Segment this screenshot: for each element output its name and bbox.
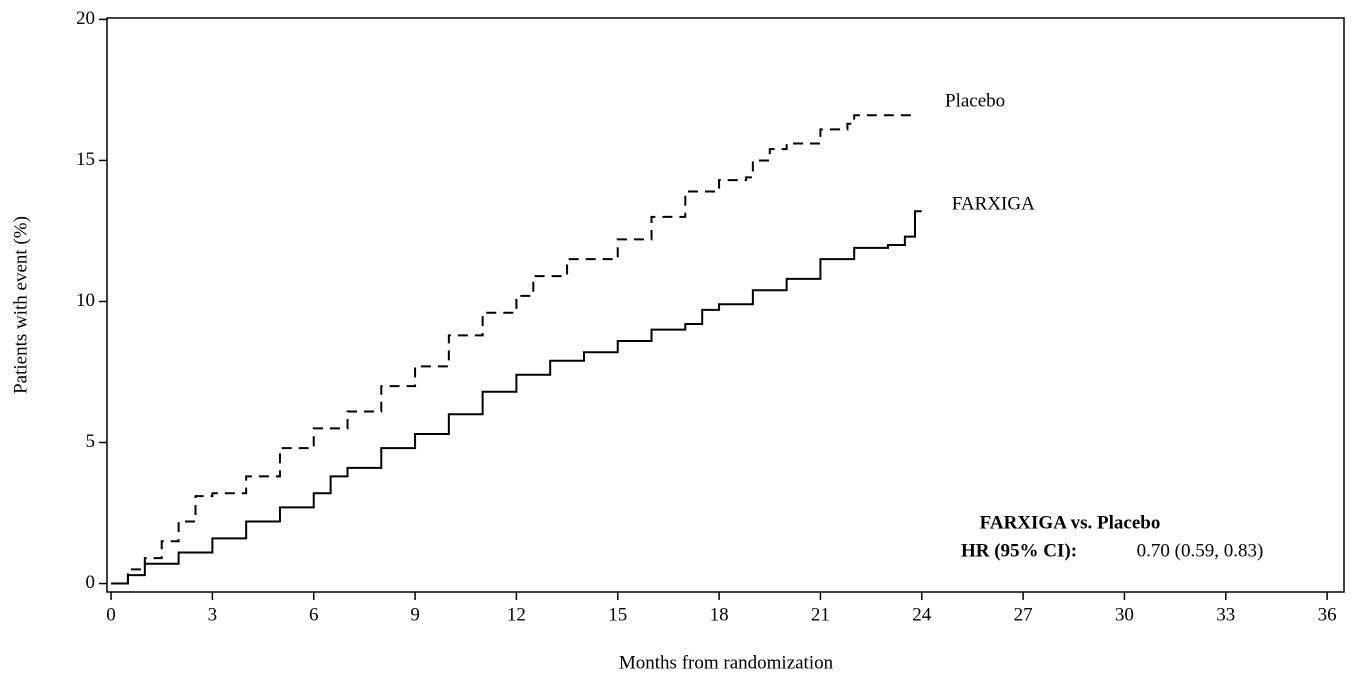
x-tick-label: 33: [1216, 604, 1235, 625]
y-axis-label: Patients with event (%): [10, 216, 31, 394]
x-tick-label: 18: [710, 604, 729, 625]
y-tick-label: 5: [86, 431, 96, 452]
x-tick-label: 21: [811, 604, 830, 625]
x-tick-label: 12: [507, 604, 526, 625]
x-tick-label: 0: [106, 604, 116, 625]
y-tick-label: 15: [76, 149, 95, 170]
x-tick-label: 6: [309, 604, 319, 625]
x-tick-label: 30: [1115, 604, 1134, 625]
series-line: [111, 114, 916, 585]
y-tick-label: 10: [76, 290, 95, 311]
y-tick-label: 0: [86, 572, 96, 593]
series-label: Placebo: [945, 91, 1005, 112]
annotation: HR (95% CI):: [961, 540, 1077, 561]
series-label: FARXIGA: [952, 194, 1035, 215]
x-tick-label: 3: [208, 604, 218, 625]
plot-frame: [106, 17, 1345, 593]
x-tick-label: 9: [410, 604, 420, 625]
annotation: FARXIGA vs. Placebo: [980, 512, 1161, 533]
y-tick-label: 20: [76, 8, 95, 29]
x-axis-label: Months from randomization: [619, 652, 834, 673]
x-tick-label: 15: [608, 604, 627, 625]
x-tick-label: 36: [1318, 604, 1337, 625]
x-tick-label: 24: [912, 604, 932, 625]
x-tick-label: 27: [1014, 604, 1033, 625]
annotation: 0.70 (0.59, 0.83): [1137, 540, 1264, 561]
series-line: [111, 210, 922, 585]
